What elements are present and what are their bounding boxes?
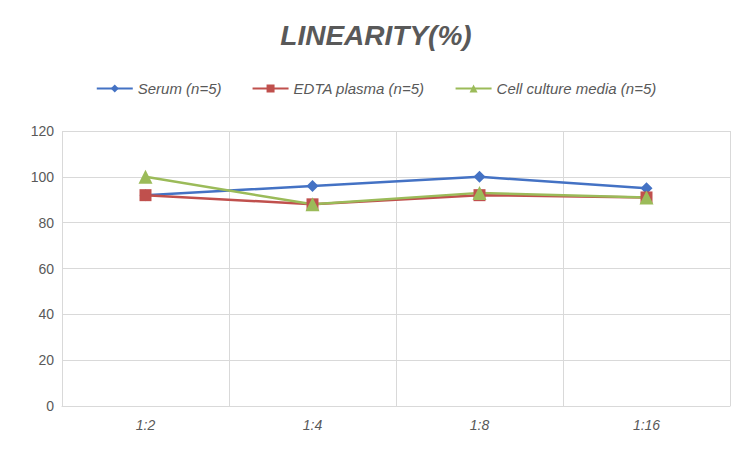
svg-text:40: 40 <box>38 306 54 322</box>
svg-text:Cell culture media (n=5): Cell culture media (n=5) <box>497 80 657 97</box>
svg-text:0: 0 <box>46 398 54 414</box>
svg-text:1:16: 1:16 <box>633 417 660 433</box>
svg-text:1:4: 1:4 <box>303 417 323 433</box>
svg-text:100: 100 <box>31 169 55 185</box>
svg-text:1:2: 1:2 <box>136 417 156 433</box>
svg-text:20: 20 <box>38 352 54 368</box>
svg-text:80: 80 <box>38 215 54 231</box>
svg-text:EDTA plasma (n=5): EDTA plasma (n=5) <box>294 80 424 97</box>
svg-text:LINEARITY(%): LINEARITY(%) <box>280 20 471 51</box>
svg-text:120: 120 <box>31 123 55 139</box>
svg-text:1:8: 1:8 <box>470 417 490 433</box>
svg-text:60: 60 <box>38 261 54 277</box>
svg-text:Serum (n=5): Serum (n=5) <box>138 80 222 97</box>
